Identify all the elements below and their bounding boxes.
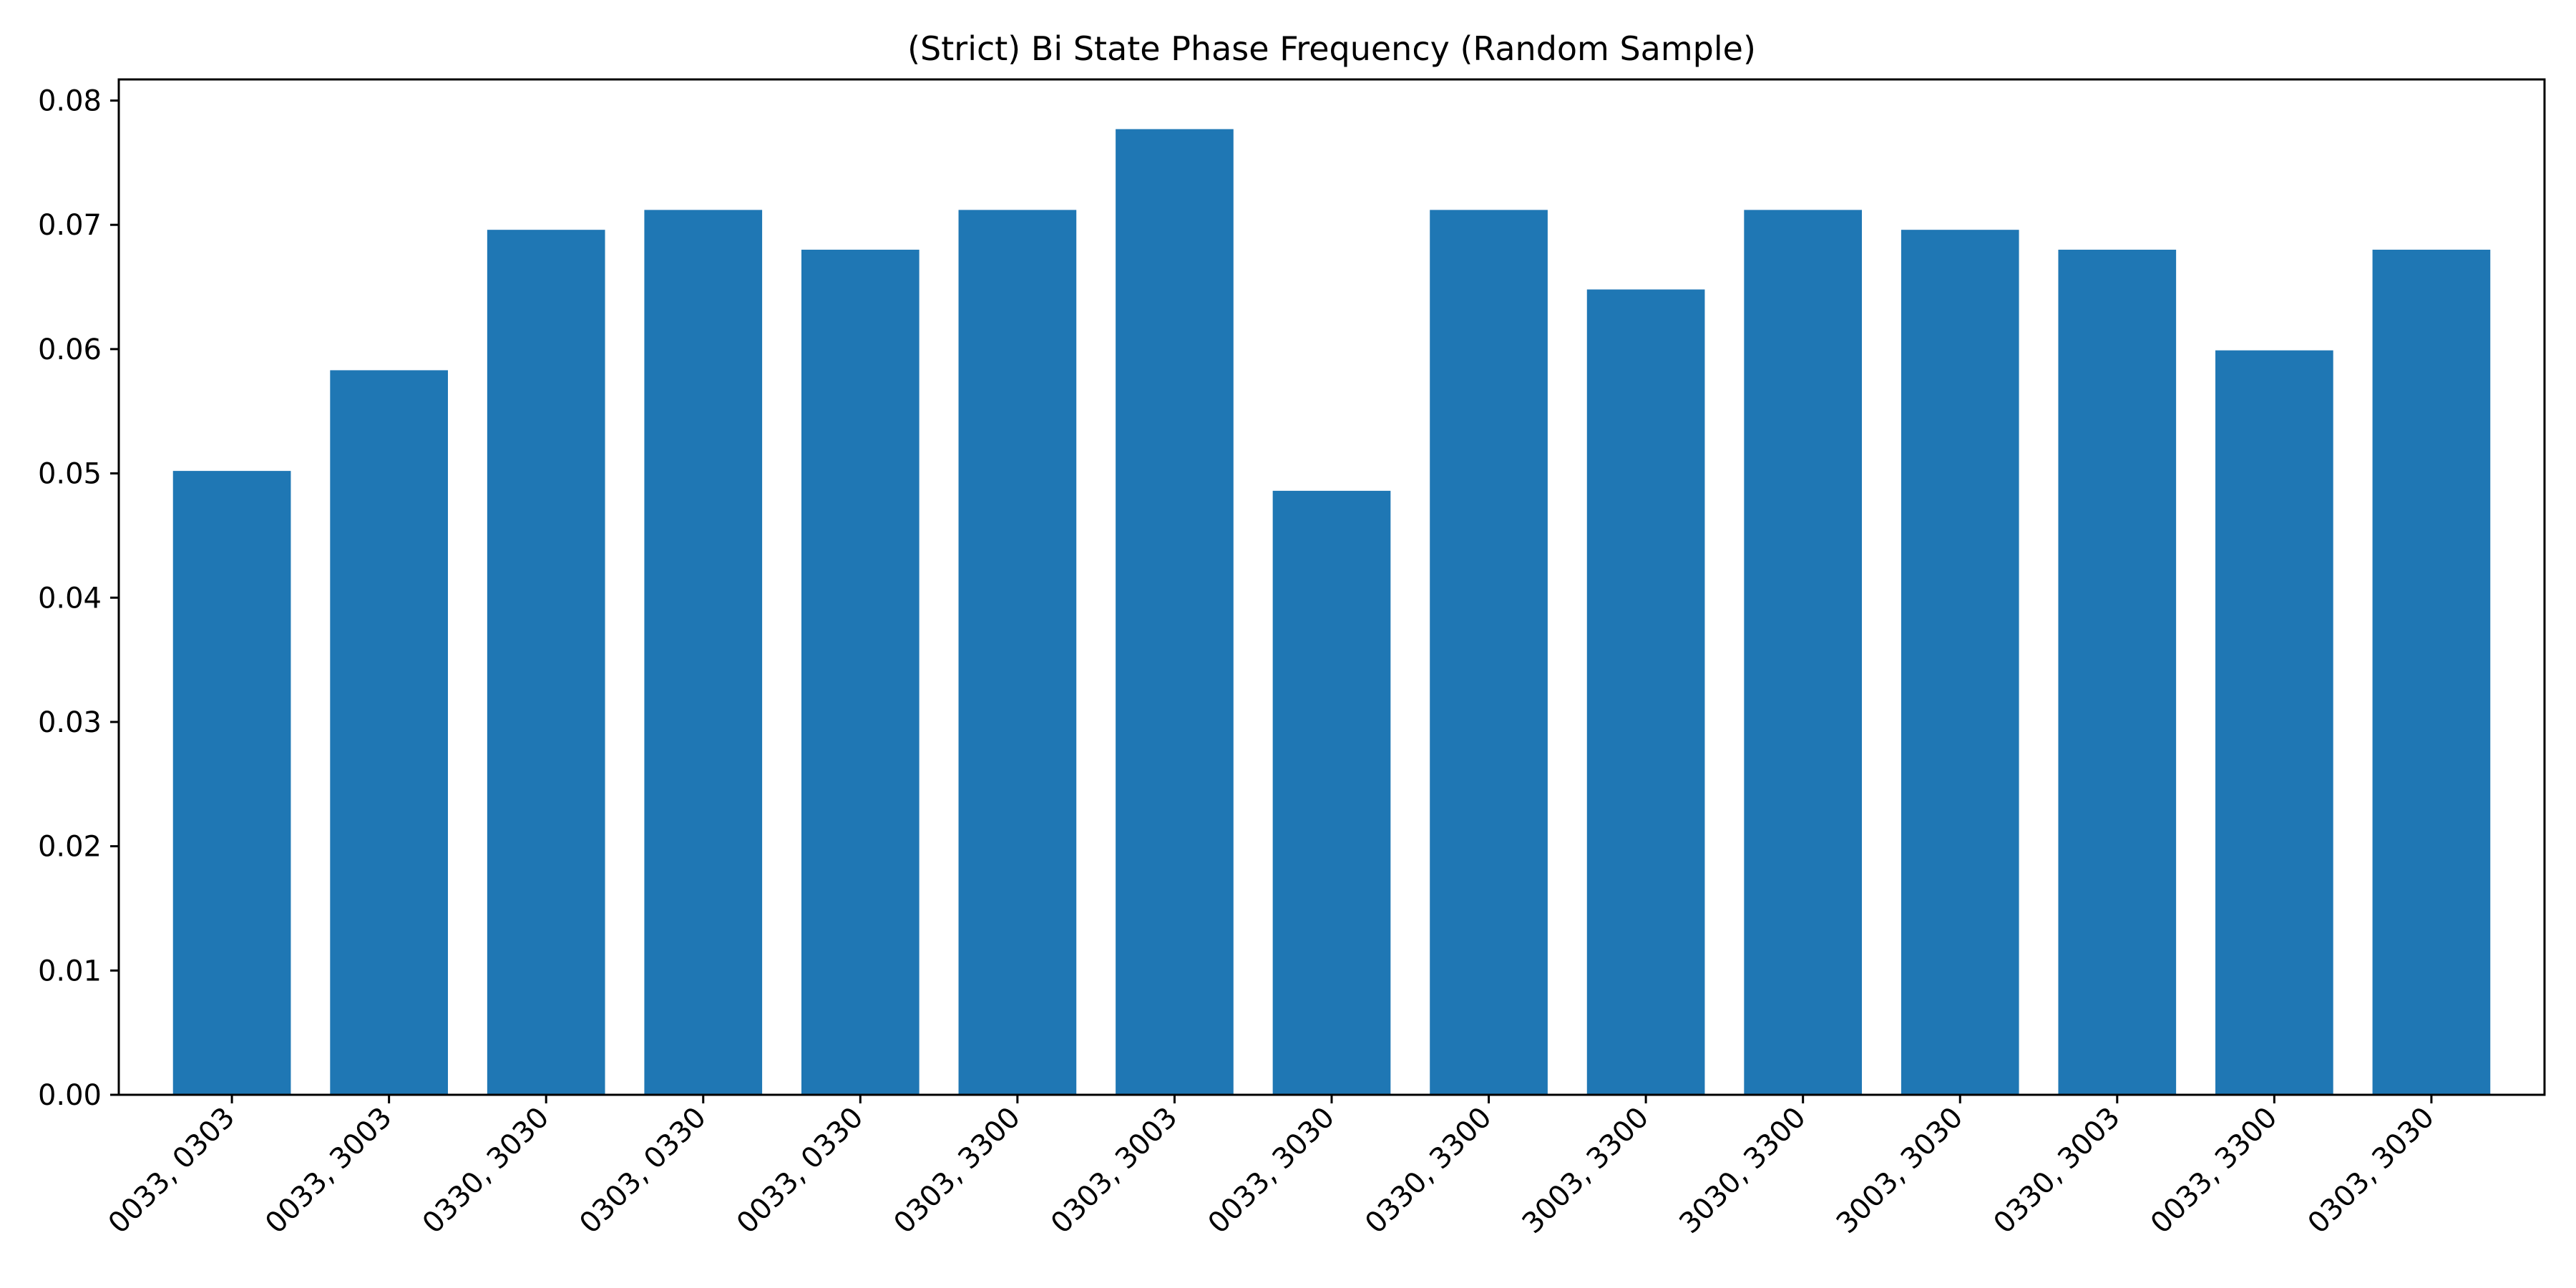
bar-1 (330, 370, 448, 1095)
bar-11 (1901, 230, 2019, 1095)
bar-9 (1586, 289, 1705, 1095)
bar-0 (172, 471, 291, 1095)
bar-14 (2372, 249, 2491, 1096)
y-tick-label: 0.05 (38, 458, 102, 491)
y-tick-label: 0.01 (38, 955, 102, 987)
y-axis: 0.00 0.01 0.02 0.03 0.04 0.05 0.06 0.07 0.08 (38, 85, 119, 1112)
bar-12 (2058, 249, 2177, 1096)
bar-4 (801, 249, 919, 1096)
y-tick-label: 0.02 (38, 831, 102, 864)
bar-3 (644, 210, 763, 1095)
bar-5 (958, 210, 1077, 1095)
y-tick-label: 0.07 (38, 209, 102, 242)
bar-8 (1430, 210, 1548, 1095)
plot-frame (117, 78, 2546, 1096)
y-tick-label: 0.06 (38, 333, 102, 366)
bar-13 (2215, 350, 2333, 1095)
chart-title: (Strict) Bi State Phase Frequency (Rando… (907, 29, 1756, 68)
bars-group (172, 129, 2491, 1096)
y-tick-label: 0.04 (38, 582, 102, 615)
bar-2 (487, 230, 605, 1095)
bar-6 (1116, 129, 1234, 1096)
y-tick-label: 0.08 (38, 85, 102, 118)
y-tick-label: 0.03 (38, 706, 102, 739)
bar-7 (1272, 490, 1391, 1095)
y-tick-label: 0.00 (38, 1079, 102, 1112)
bar-10 (1744, 210, 1863, 1095)
